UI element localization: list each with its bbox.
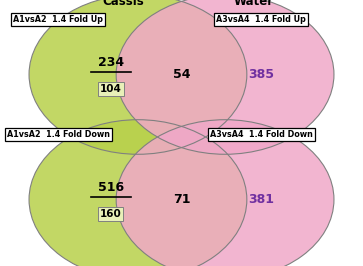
Text: 381: 381 (248, 193, 274, 206)
Circle shape (116, 120, 334, 266)
Text: 160: 160 (100, 209, 122, 219)
Text: A1vsA2  1.4 Fold Down: A1vsA2 1.4 Fold Down (7, 130, 110, 139)
Text: Water: Water (234, 0, 274, 8)
Text: 516: 516 (98, 181, 124, 194)
Text: 234: 234 (98, 56, 124, 69)
Text: 104: 104 (100, 84, 122, 94)
Text: A3vsA4  1.4 Fold Up: A3vsA4 1.4 Fold Up (216, 15, 306, 24)
Circle shape (29, 120, 247, 266)
Text: Cassis: Cassis (102, 0, 144, 8)
Text: 54: 54 (173, 68, 190, 81)
Text: A3vsA4  1.4 Fold Down: A3vsA4 1.4 Fold Down (210, 130, 313, 139)
Circle shape (116, 0, 334, 154)
Circle shape (29, 0, 247, 154)
Text: 71: 71 (173, 193, 190, 206)
Text: A1vsA2  1.4 Fold Up: A1vsA2 1.4 Fold Up (13, 15, 103, 24)
Text: 385: 385 (248, 68, 274, 81)
